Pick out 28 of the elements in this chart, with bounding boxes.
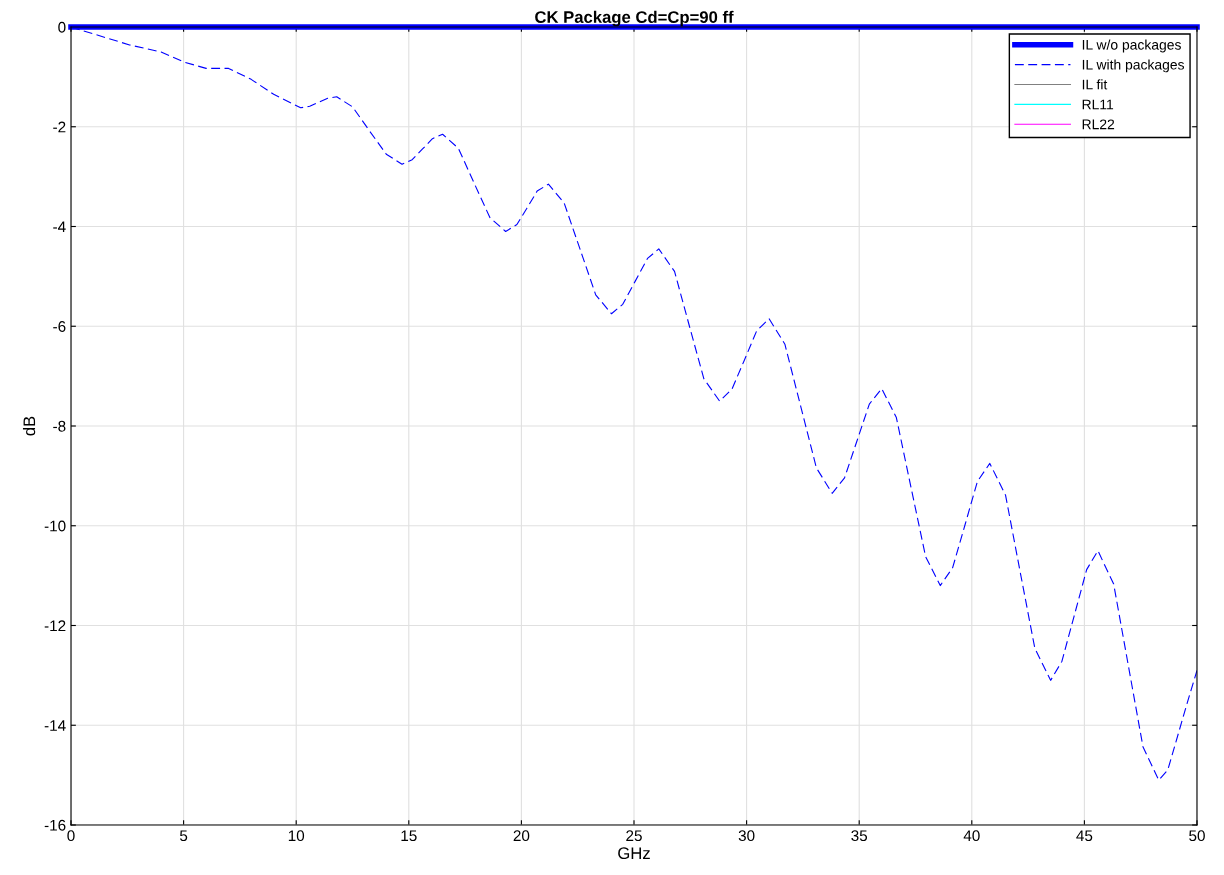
chart-title: CK Package Cd=Cp=90 ff: [535, 10, 734, 27]
x-tick-label: 15: [401, 830, 417, 842]
legend-label: IL w/o packages: [1082, 39, 1181, 53]
y-tick-label: 0: [58, 21, 66, 33]
x-tick-label: 20: [513, 830, 530, 842]
x-tick-label: 45: [1076, 830, 1093, 842]
x-tick-label: 35: [851, 830, 868, 842]
x-tick-label: 50: [1189, 830, 1205, 842]
x-tick-label: 25: [626, 830, 642, 842]
y-tick-label: -16: [44, 819, 66, 831]
x-axis-title: GHz: [618, 847, 650, 860]
y-tick-label: -2: [53, 121, 66, 133]
x-tick-label: 5: [179, 830, 188, 842]
legend-label: IL fit: [1082, 79, 1108, 90]
y-tick-label: -6: [53, 321, 66, 332]
legend-label: RL11: [1082, 99, 1114, 110]
x-tick-label: 0: [67, 830, 75, 842]
y-tick-label: -10: [44, 520, 66, 532]
x-tick-label: 40: [963, 830, 980, 842]
y-tick-label: -4: [53, 221, 66, 233]
y-tick-label: -14: [44, 720, 66, 731]
legend-label: RL22: [1082, 119, 1115, 130]
legend-label: IL with packages: [1082, 59, 1184, 73]
x-tick-label: 30: [738, 830, 755, 842]
y-axis-title: dB: [22, 416, 36, 436]
x-tick-label: 10: [288, 830, 305, 842]
y-tick-label: -8: [53, 420, 66, 432]
y-tick-label: -12: [44, 620, 66, 632]
